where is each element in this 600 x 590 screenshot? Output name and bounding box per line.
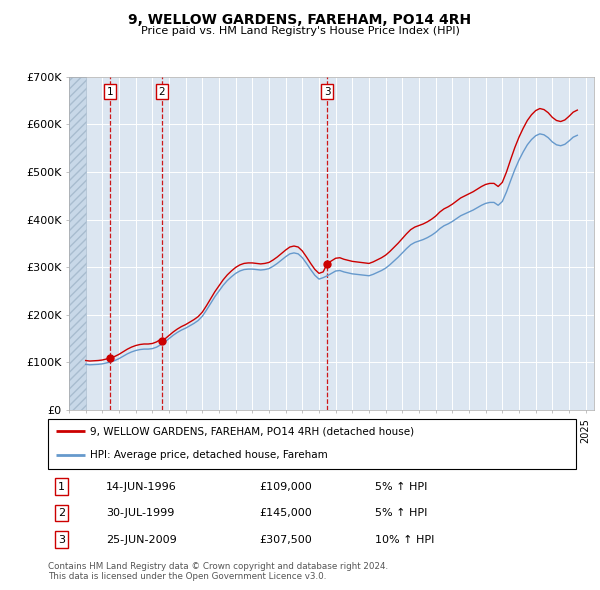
Text: 2: 2	[158, 87, 166, 97]
Text: 30-JUL-1999: 30-JUL-1999	[106, 508, 175, 518]
Text: Contains HM Land Registry data © Crown copyright and database right 2024.
This d: Contains HM Land Registry data © Crown c…	[48, 562, 388, 581]
Text: HPI: Average price, detached house, Fareham: HPI: Average price, detached house, Fare…	[90, 450, 328, 460]
Bar	[69, 77, 86, 410]
Text: 9, WELLOW GARDENS, FAREHAM, PO14 4RH (detached house): 9, WELLOW GARDENS, FAREHAM, PO14 4RH (de…	[90, 427, 415, 437]
Text: 14-JUN-1996: 14-JUN-1996	[106, 481, 177, 491]
Text: 3: 3	[323, 87, 331, 97]
Text: £145,000: £145,000	[259, 508, 312, 518]
Text: 25-JUN-2009: 25-JUN-2009	[106, 535, 177, 545]
Text: 9, WELLOW GARDENS, FAREHAM, PO14 4RH: 9, WELLOW GARDENS, FAREHAM, PO14 4RH	[128, 13, 472, 27]
Text: 2: 2	[58, 508, 65, 518]
Text: 1: 1	[58, 481, 65, 491]
Text: 3: 3	[58, 535, 65, 545]
Text: £109,000: £109,000	[259, 481, 312, 491]
Text: 10% ↑ HPI: 10% ↑ HPI	[376, 535, 435, 545]
Text: 5% ↑ HPI: 5% ↑ HPI	[376, 508, 428, 518]
Text: 1: 1	[107, 87, 113, 97]
Text: Price paid vs. HM Land Registry's House Price Index (HPI): Price paid vs. HM Land Registry's House …	[140, 26, 460, 36]
Text: £307,500: £307,500	[259, 535, 312, 545]
Text: 5% ↑ HPI: 5% ↑ HPI	[376, 481, 428, 491]
